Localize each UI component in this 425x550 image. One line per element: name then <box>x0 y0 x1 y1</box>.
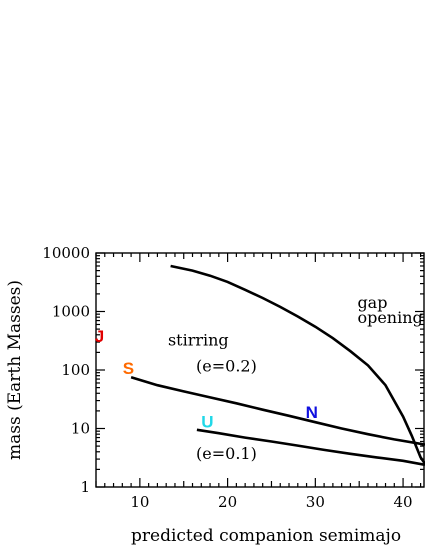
plot-frame <box>95 252 425 488</box>
annotation-label: (e=0.1) <box>196 444 257 463</box>
annotation-label: stirring <box>168 331 229 350</box>
planet-label: S <box>123 359 134 378</box>
y-tick-label: 1000 <box>52 303 90 321</box>
curve-2 <box>130 376 425 446</box>
planet-label: J <box>95 327 104 346</box>
curve-1 <box>170 264 425 465</box>
y-axis-title: mass (Earth Masses) <box>5 280 25 460</box>
x-tick-label: 10 <box>130 493 149 511</box>
planet-label: U <box>201 412 213 431</box>
x-axis-title: predicted companion semimajo <box>131 526 401 546</box>
planet-label: N <box>306 403 318 422</box>
curve-3 <box>196 428 425 467</box>
x-tick-label: 30 <box>306 493 325 511</box>
x-tick-label: 40 <box>394 493 413 511</box>
y-tick-label: 100 <box>61 361 90 379</box>
x-tick-label: 20 <box>218 493 237 511</box>
y-tick-label: 10 <box>71 420 90 438</box>
annotation-label: gap <box>357 293 387 312</box>
y-tick-label: 1 <box>80 478 90 496</box>
y-tick-label: 10000 <box>42 244 90 262</box>
annotation-label: opening <box>357 308 422 327</box>
annotation-label: (e=0.2) <box>196 356 257 375</box>
